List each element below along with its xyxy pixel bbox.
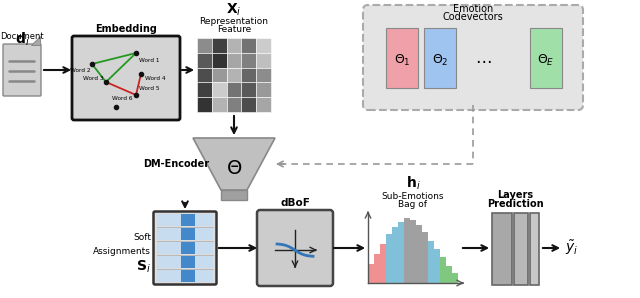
Bar — [197, 83, 212, 97]
Text: Word 4: Word 4 — [145, 77, 166, 81]
Bar — [157, 256, 213, 268]
FancyBboxPatch shape — [257, 210, 333, 286]
Text: Word 1: Word 1 — [139, 58, 159, 63]
Bar — [422, 232, 428, 283]
Bar — [416, 225, 422, 283]
Bar — [256, 97, 271, 112]
Bar — [212, 68, 227, 83]
Bar — [256, 68, 271, 83]
Bar — [181, 256, 195, 268]
Bar — [227, 97, 241, 112]
Text: $\Theta$: $\Theta$ — [226, 159, 242, 178]
Bar — [241, 83, 256, 97]
Bar — [256, 53, 271, 68]
Text: dBoF: dBoF — [280, 198, 310, 208]
Bar — [380, 243, 386, 283]
Bar — [197, 97, 212, 112]
Bar — [181, 270, 195, 282]
Bar — [212, 97, 227, 112]
Polygon shape — [193, 138, 275, 190]
Bar — [452, 273, 458, 283]
Bar — [241, 38, 256, 53]
Text: Bag of: Bag of — [399, 200, 428, 209]
Bar — [227, 68, 241, 83]
Bar — [398, 222, 404, 283]
Bar — [410, 221, 416, 283]
Bar — [221, 190, 247, 200]
Bar — [212, 83, 227, 97]
Text: $\Theta_2$: $\Theta_2$ — [432, 52, 448, 68]
Text: Representation: Representation — [200, 17, 269, 26]
Text: DM-Encoder: DM-Encoder — [143, 159, 209, 169]
Bar — [157, 270, 213, 282]
Bar — [492, 213, 512, 285]
Text: $\tilde{y}_i$: $\tilde{y}_i$ — [565, 239, 579, 257]
FancyBboxPatch shape — [3, 44, 41, 96]
Text: Feature: Feature — [217, 25, 251, 34]
Bar — [241, 97, 256, 112]
Bar — [212, 53, 227, 68]
Bar — [435, 249, 440, 283]
Bar — [227, 53, 241, 68]
Text: $\Theta_1$: $\Theta_1$ — [394, 52, 410, 68]
Text: $\cdots$: $\cdots$ — [475, 51, 492, 69]
Text: Word 2: Word 2 — [70, 69, 91, 74]
Text: Codevectors: Codevectors — [443, 12, 504, 22]
Bar — [181, 228, 195, 240]
Bar — [514, 213, 528, 285]
Bar — [157, 214, 213, 226]
Text: Assignments: Assignments — [93, 247, 151, 256]
Text: $\Theta_E$: $\Theta_E$ — [537, 52, 555, 68]
FancyBboxPatch shape — [154, 212, 216, 285]
Text: Document: Document — [0, 32, 44, 41]
Text: Emotion: Emotion — [453, 4, 493, 14]
Bar — [241, 68, 256, 83]
Bar — [181, 214, 195, 226]
Bar — [181, 242, 195, 254]
Bar — [392, 227, 397, 283]
Text: Word 3: Word 3 — [83, 77, 104, 81]
Text: $\mathbf{h}_i$: $\mathbf{h}_i$ — [406, 175, 420, 192]
Bar — [212, 38, 227, 53]
Bar — [368, 264, 374, 283]
Bar — [256, 83, 271, 97]
FancyBboxPatch shape — [72, 36, 180, 120]
Text: Soft: Soft — [133, 233, 151, 242]
FancyBboxPatch shape — [363, 5, 583, 110]
Text: Embedding: Embedding — [95, 24, 157, 34]
Bar — [256, 38, 271, 53]
Bar — [374, 254, 380, 283]
Bar — [424, 28, 456, 88]
Text: $\mathbf{X}_i$: $\mathbf{X}_i$ — [227, 1, 242, 18]
Bar — [440, 257, 445, 283]
Polygon shape — [31, 36, 40, 45]
Bar — [387, 234, 392, 283]
Text: $\mathbf{S}_i$: $\mathbf{S}_i$ — [136, 259, 151, 275]
Bar — [197, 68, 212, 83]
Text: Prediction: Prediction — [487, 199, 544, 209]
Text: Word 5: Word 5 — [139, 86, 159, 91]
Bar — [404, 218, 410, 283]
Text: Layers: Layers — [497, 190, 534, 200]
Bar — [241, 53, 256, 68]
Bar — [530, 28, 562, 88]
Text: Word 6: Word 6 — [112, 95, 132, 100]
Bar — [428, 241, 434, 283]
Text: Sub-Emotions: Sub-Emotions — [381, 192, 444, 201]
Bar — [530, 213, 539, 285]
Bar — [386, 28, 418, 88]
Bar — [227, 83, 241, 97]
Text: $\mathbf{d}_i$: $\mathbf{d}_i$ — [15, 31, 29, 48]
Bar — [446, 266, 452, 283]
Bar — [197, 53, 212, 68]
Bar — [157, 242, 213, 254]
Bar — [227, 38, 241, 53]
Bar — [157, 228, 213, 240]
Bar — [197, 38, 212, 53]
